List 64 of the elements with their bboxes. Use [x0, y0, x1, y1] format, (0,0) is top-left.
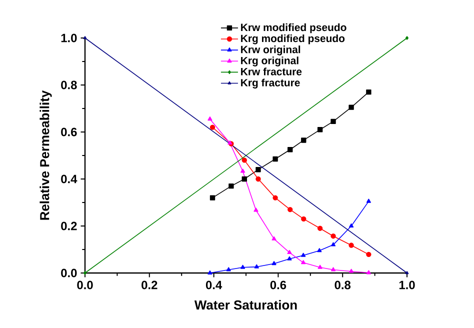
point: [242, 176, 247, 182]
point: [240, 264, 246, 269]
point: [210, 195, 216, 200]
point: [301, 260, 306, 264]
point: [272, 156, 278, 162]
y-tick-label: 0.4: [61, 174, 78, 184]
point: [288, 206, 293, 212]
x-tick-label: 0.6: [270, 280, 286, 290]
point: [287, 250, 292, 254]
point: [272, 261, 276, 266]
point: [240, 168, 246, 173]
point: [330, 267, 336, 272]
point: [366, 252, 372, 258]
point: [210, 124, 216, 130]
x-axis-title: Water Saturation: [194, 300, 297, 310]
legend-label: Krw fracture: [241, 68, 302, 76]
point: [288, 147, 293, 152]
point: [272, 236, 276, 240]
legend-label: Krw original: [241, 46, 300, 56]
point: [348, 242, 354, 248]
point: [301, 216, 306, 222]
point: [366, 89, 372, 95]
y-tick-label: 0.0: [61, 268, 77, 278]
x-tick-label: 1.0: [399, 280, 415, 290]
y-tick-label: 0.2: [61, 222, 77, 230]
y-tick-label: 0.6: [61, 128, 77, 136]
point: [349, 268, 354, 273]
point: [318, 264, 322, 269]
point: [301, 138, 306, 143]
x-tick-label: 0.0: [77, 280, 93, 290]
point: [208, 116, 212, 121]
point: [228, 183, 234, 189]
point: [242, 158, 247, 163]
legend-label: Krg original: [241, 56, 298, 66]
legend-label: Krg fracture: [241, 78, 300, 89]
point: [348, 104, 354, 110]
point: [317, 248, 322, 252]
y-axis-title: Relative Permeability: [40, 90, 52, 220]
legend-label: Krw modified pseudo: [241, 23, 346, 34]
point: [256, 167, 261, 172]
point: [83, 271, 87, 275]
point: [317, 127, 323, 132]
legend-label: Krg modified pseudo: [241, 34, 345, 44]
point: [330, 118, 336, 124]
point: [330, 234, 336, 239]
point: [366, 198, 371, 203]
point: [272, 195, 278, 200]
point: [349, 223, 354, 228]
point: [301, 252, 306, 257]
x-tick-label: 0.8: [334, 280, 351, 290]
point: [287, 256, 292, 260]
point: [366, 270, 371, 274]
y-tick-label: 1.0: [61, 34, 77, 42]
x-tick-label: 0.2: [142, 280, 158, 290]
point: [254, 264, 259, 268]
point: [256, 176, 261, 182]
y-tick-label: 0.8: [61, 80, 77, 90]
point: [208, 270, 212, 274]
point: [330, 242, 336, 246]
point: [254, 208, 258, 212]
point: [317, 226, 323, 231]
point: [405, 36, 409, 40]
point: [226, 267, 231, 272]
x-tick-label: 0.4: [206, 280, 222, 290]
